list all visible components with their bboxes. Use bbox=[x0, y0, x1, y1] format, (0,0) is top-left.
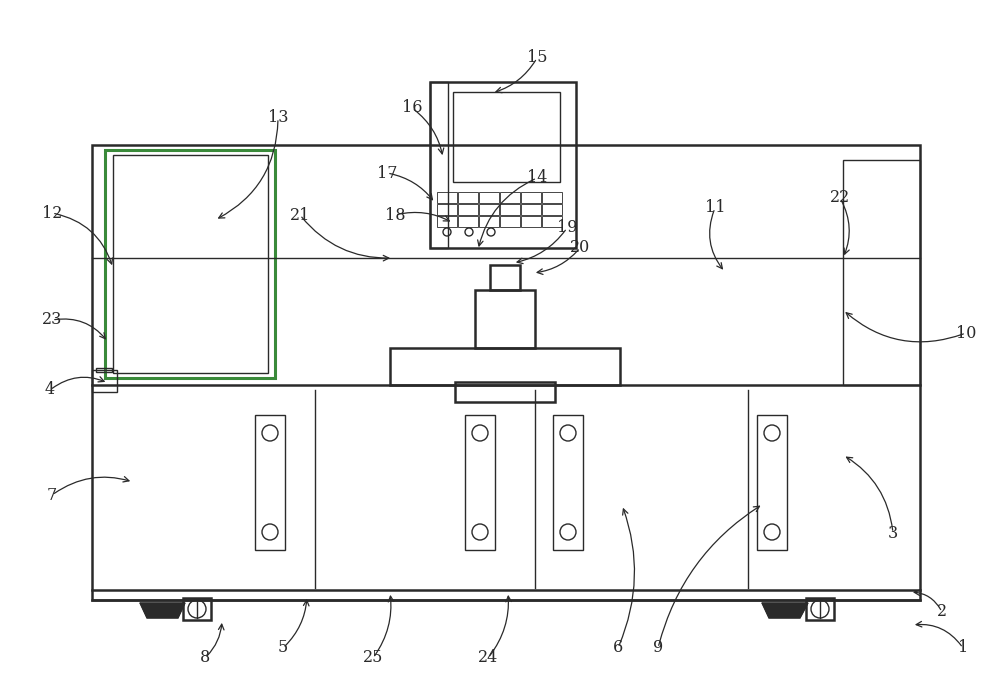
Bar bbox=[437, 192, 457, 203]
Text: 24: 24 bbox=[478, 649, 498, 666]
Bar bbox=[490, 265, 520, 290]
Bar bbox=[542, 192, 562, 203]
Text: 15: 15 bbox=[527, 50, 547, 67]
Bar bbox=[843, 160, 920, 385]
Bar bbox=[458, 204, 478, 215]
Bar bbox=[479, 204, 499, 215]
Text: 19: 19 bbox=[557, 219, 577, 236]
Text: 23: 23 bbox=[42, 312, 62, 328]
Bar bbox=[542, 204, 562, 215]
Bar bbox=[757, 415, 787, 550]
Bar bbox=[458, 192, 478, 203]
Text: 13: 13 bbox=[268, 110, 288, 127]
Bar bbox=[542, 216, 562, 227]
Bar bbox=[183, 598, 211, 620]
Bar bbox=[96, 368, 112, 372]
Bar bbox=[521, 204, 541, 215]
Bar bbox=[521, 192, 541, 203]
Bar bbox=[453, 92, 560, 182]
Bar bbox=[500, 216, 520, 227]
Bar bbox=[430, 82, 576, 248]
Text: 9: 9 bbox=[653, 639, 663, 656]
Bar bbox=[455, 382, 555, 402]
Bar bbox=[390, 348, 620, 385]
Text: 11: 11 bbox=[705, 199, 725, 217]
Bar bbox=[437, 204, 457, 215]
Text: 2: 2 bbox=[937, 604, 947, 621]
Polygon shape bbox=[140, 603, 185, 618]
Text: 16: 16 bbox=[402, 100, 422, 116]
Text: 22: 22 bbox=[830, 190, 850, 207]
Text: 14: 14 bbox=[527, 170, 547, 186]
Polygon shape bbox=[762, 603, 808, 618]
Bar bbox=[500, 204, 520, 215]
Text: 3: 3 bbox=[888, 524, 898, 542]
Bar bbox=[437, 216, 457, 227]
Text: 5: 5 bbox=[278, 639, 288, 656]
Bar bbox=[105, 150, 275, 378]
Bar bbox=[475, 290, 535, 348]
Bar bbox=[553, 415, 583, 550]
Bar bbox=[479, 216, 499, 227]
Bar bbox=[113, 155, 268, 373]
Bar bbox=[806, 598, 834, 620]
Text: 12: 12 bbox=[42, 205, 62, 221]
Text: 8: 8 bbox=[200, 649, 210, 666]
Bar bbox=[458, 216, 478, 227]
Bar bbox=[430, 82, 448, 248]
Bar bbox=[92, 145, 920, 600]
Bar bbox=[500, 192, 520, 203]
Text: 1: 1 bbox=[958, 639, 968, 656]
Text: 18: 18 bbox=[385, 207, 405, 223]
Text: 20: 20 bbox=[570, 240, 590, 256]
Text: 25: 25 bbox=[363, 649, 383, 666]
Text: 17: 17 bbox=[377, 164, 397, 182]
Text: 21: 21 bbox=[290, 207, 310, 223]
Text: 6: 6 bbox=[613, 639, 623, 656]
Text: 10: 10 bbox=[956, 324, 976, 341]
Text: 4: 4 bbox=[45, 382, 55, 398]
Bar bbox=[479, 192, 499, 203]
Text: 7: 7 bbox=[47, 487, 57, 503]
Bar bbox=[465, 415, 495, 550]
Bar bbox=[92, 370, 117, 392]
Bar bbox=[255, 415, 285, 550]
Bar bbox=[521, 216, 541, 227]
